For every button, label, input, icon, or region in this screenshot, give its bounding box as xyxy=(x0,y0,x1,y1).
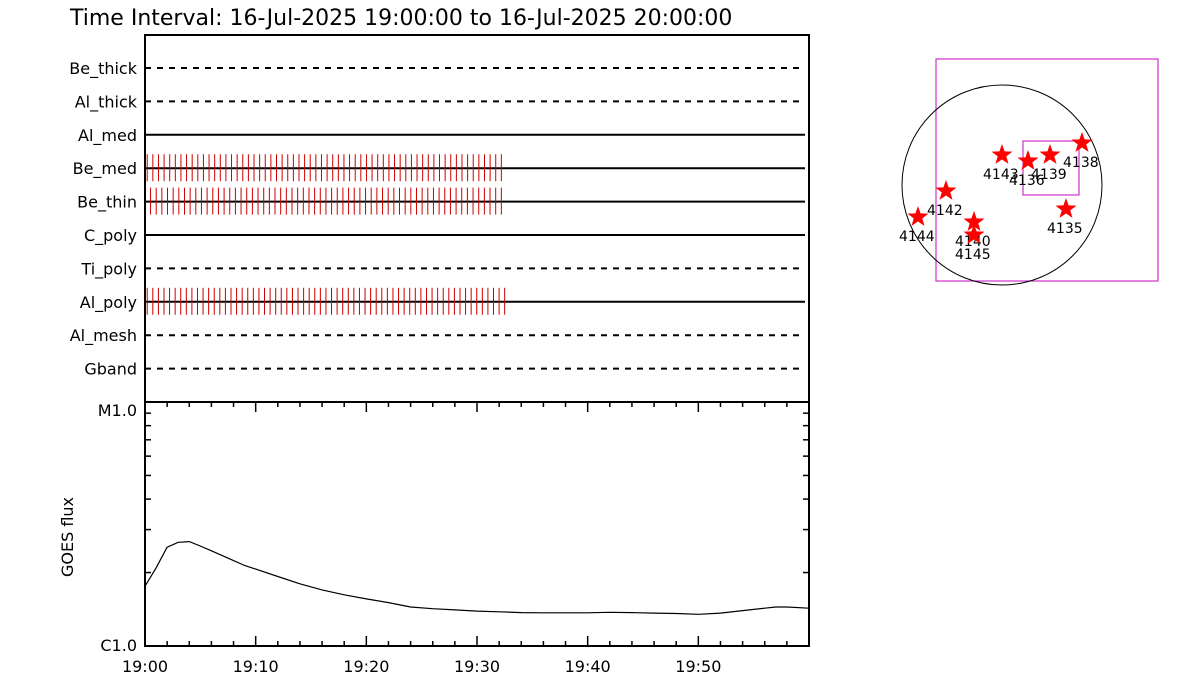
filter-label-al_mesh: Al_mesh xyxy=(70,326,137,346)
field-of-view-box xyxy=(935,58,1159,282)
active-region-label-4135: 4135 xyxy=(1047,221,1083,237)
goes-flux-panel: 19:00 19:10 19:20 19:30 19:40 19:50 M1.0 C1.0 GO… xyxy=(58,401,810,676)
filter-label-be_thick: Be_thick xyxy=(69,59,137,79)
active-region-star-4138 xyxy=(1071,132,1093,152)
active-region-star-4142 xyxy=(935,180,957,200)
filter-label-be_thin: Be_thin xyxy=(77,193,137,213)
active-region-star-4145 xyxy=(963,224,985,244)
active-region-star-4140 xyxy=(963,211,985,231)
exposure-marks-be_med xyxy=(146,154,502,182)
x-tick-label: 19:50 xyxy=(675,657,721,676)
filter-label-gband: Gband xyxy=(84,360,137,379)
active-region-label-4136: 4136 xyxy=(1009,173,1045,189)
goes-frame xyxy=(144,401,810,647)
filter-label-al_poly: Al_poly xyxy=(80,293,137,313)
active-region-star-4143 xyxy=(991,144,1013,164)
y-tick-label-bottom: C1.0 xyxy=(100,636,137,655)
x-tick-label: 19:10 xyxy=(233,657,279,676)
solar-disk-limb xyxy=(901,84,1103,286)
filter-label-al_med: Al_med xyxy=(78,126,137,146)
goes-flux-line xyxy=(144,540,810,615)
exposure-marks-al_poly xyxy=(146,287,506,315)
filter-label-al_thick: Al_thick xyxy=(75,92,138,112)
filter-label-be_med: Be_med xyxy=(73,159,137,179)
active-region-star-4144 xyxy=(907,206,929,226)
y-tick-label-top: M1.0 xyxy=(98,401,137,420)
active-region-label-4138: 4138 xyxy=(1063,155,1099,171)
active-region-label-4142: 4142 xyxy=(927,203,963,219)
y-axis-label: GOES flux xyxy=(58,497,77,577)
active-region-star-4135 xyxy=(1055,198,1077,218)
filter-label-ti_poly: Ti_poly xyxy=(80,259,137,279)
active-region-star-4136 xyxy=(1017,150,1039,170)
filter-label-c_poly: C_poly xyxy=(84,226,137,246)
exposure-marks-be_thin xyxy=(150,187,502,215)
active-region-label-4139: 4139 xyxy=(1031,167,1067,183)
x-tick-label: 19:20 xyxy=(343,657,389,676)
x-tick-label: 19:40 xyxy=(565,657,611,676)
active-region-label-4140: 4140 xyxy=(955,234,991,250)
chart-title: Time Interval: 16-Jul-2025 19:00:00 to 1… xyxy=(69,6,732,31)
active-region-star-4139 xyxy=(1039,144,1061,164)
active-region-label-4143: 4143 xyxy=(983,167,1019,183)
timeline-frame xyxy=(144,34,810,403)
filter-timeline-panel: Be_thick Al_thick Al_med Be_med Be_thin C_pol… xyxy=(69,34,810,403)
x-tick-label: 19:00 xyxy=(122,657,168,676)
active-region-label-4145: 4145 xyxy=(955,247,991,263)
active-region-label-4144: 4144 xyxy=(899,229,935,245)
x-tick-label: 19:30 xyxy=(454,657,500,676)
